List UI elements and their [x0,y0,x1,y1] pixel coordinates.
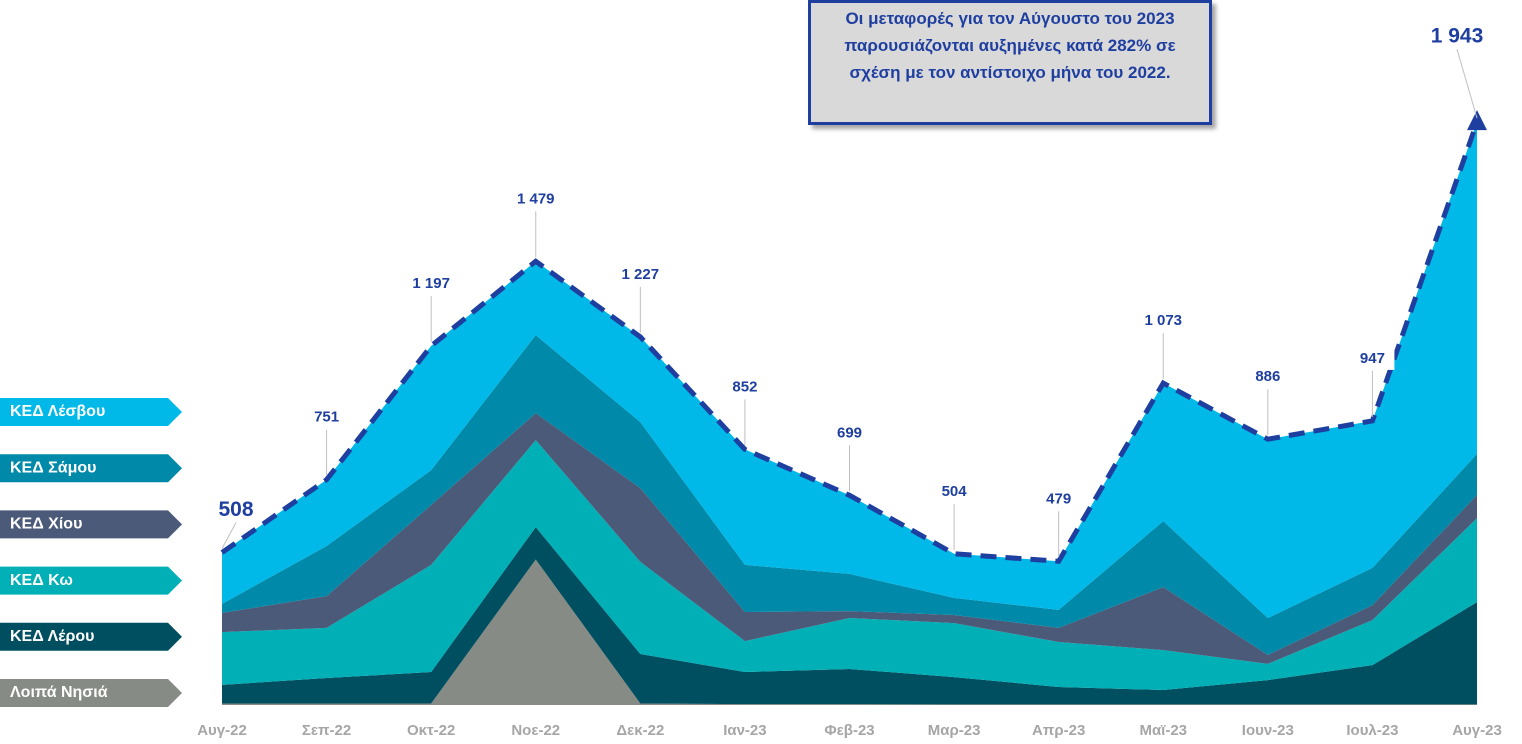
total-line [220,121,1480,564]
area [222,335,1477,655]
arrow-head [1467,110,1487,131]
area [222,527,1477,705]
label-bg [1435,26,1479,49]
total-label: 1 197 [412,275,450,292]
total-label: 947 [1360,350,1385,367]
legend-label: Λοιπά Νησιά [10,684,108,701]
label-bg [304,406,349,429]
label-bg [1036,488,1081,511]
x-tick-label: Αυγ-23 [1452,722,1502,739]
total-label: 751 [314,409,339,426]
legend-arrow [0,510,182,539]
x-tick-label: Νοε-22 [511,722,560,739]
x-tick-label: Ιαν-23 [723,722,766,739]
x-tick-label: Μαρ-23 [928,722,981,739]
legend-label: ΚΕΔ Σάμου [10,459,96,476]
leader-line [221,522,237,549]
total-label: 886 [1255,368,1280,385]
legend-arrow [0,622,182,651]
x-tick-label: Απρ-23 [1032,722,1085,739]
label-bg [513,188,558,211]
total-label: 852 [732,378,757,395]
x-tick-label: Ιουν-23 [1242,722,1294,739]
x-tick-label: Ιουλ-23 [1346,722,1398,739]
total-label: 699 [837,424,862,441]
area [222,559,1477,705]
total-label: 504 [942,483,968,500]
total-label: 508 [218,498,253,521]
legend-arrow [0,679,182,707]
total-label: 1 227 [622,266,660,283]
area [222,413,1477,664]
label-bg [827,422,872,445]
x-tick-label: Σεπ-22 [302,722,351,739]
label-bg [1245,366,1290,389]
label-bg [722,376,767,399]
legend-arrow [0,566,182,595]
x-tick-label: Δεκ-22 [616,722,664,739]
legend-label: ΚΕΔ Χίου [10,516,82,533]
label-bg [1350,347,1395,370]
label-bg [214,499,258,522]
label-bg [409,272,454,295]
legend-arrow [0,454,182,483]
annotation: Οι μεταφορές για τον Αύγουστο του 2023 π… [808,0,1212,125]
leader-line [1456,48,1478,119]
label-bg [618,263,663,286]
legend-label: ΚΕΔ Κω [10,572,73,589]
total-label: 479 [1046,490,1071,507]
x-tick-label: Οκτ-22 [407,722,455,739]
label-bg [932,480,977,503]
legend-arrow [0,398,182,426]
total-label: 1 479 [517,190,555,207]
area [222,122,1477,618]
x-tick-label: Αυγ-22 [197,722,247,739]
x-tick-label: Μαϊ-23 [1139,722,1187,739]
x-tick-label: Φεβ-23 [824,722,874,739]
legend-label: ΚΕΔ Λέσβου [10,403,105,420]
total-label: 1 943 [1431,25,1484,48]
area [222,440,1477,690]
label-bg [1141,310,1186,333]
legend-label: ΚΕΔ Λέρου [10,628,94,645]
total-label: 1 073 [1144,312,1182,329]
